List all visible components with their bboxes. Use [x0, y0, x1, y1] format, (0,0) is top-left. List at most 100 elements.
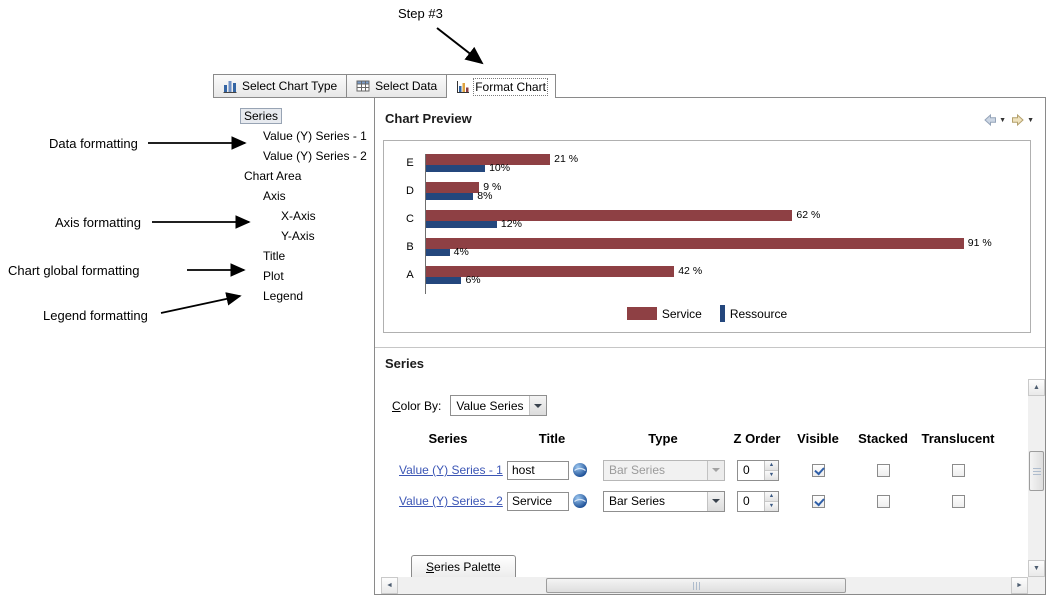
visible-checkbox[interactable] [811, 463, 825, 477]
series-table-row: Value (Y) Series - 2 Bar Series 0 ▲▼ [389, 488, 1001, 514]
bar-line: 12% [426, 219, 1017, 229]
annotation-chart-global-formatting: Chart global formatting [8, 263, 140, 278]
legend-swatch-service [626, 307, 657, 320]
chart-bar-ressource [426, 165, 486, 172]
select-data-icon [356, 79, 370, 93]
preview-navigation: ▼ ▼ [981, 111, 1035, 129]
horizontal-scrollbar-thumb[interactable] [546, 578, 846, 593]
tree-item-label: Plot [263, 269, 284, 283]
chart-bar-ressource [426, 193, 474, 200]
tree-item-chart-area[interactable]: Chart Area [213, 166, 374, 186]
column-header-visible: Visible [797, 431, 839, 446]
nav-back-button[interactable]: ▼ [981, 111, 1007, 129]
tab-select-data[interactable]: Select Data [346, 74, 447, 97]
z-order-spinner[interactable]: 0 ▲ ▼ [737, 490, 779, 512]
z-order-value: 0 [743, 463, 750, 477]
series-palette-label: Series Palette [426, 559, 501, 574]
stacked-checkbox[interactable] [876, 494, 890, 508]
chart-preview-area: E 21 % 10% D 9 % 8% C 62 % 12% B 91 % 4% A 42 % 6% Ser… [383, 140, 1031, 333]
tree-item-label: Y-Axis [281, 229, 315, 243]
stacked-checkbox[interactable] [876, 463, 890, 477]
scroll-down-button[interactable]: ▼ [1028, 560, 1045, 577]
series-type-combo[interactable]: Bar Series [603, 490, 725, 512]
tree-item-x-axis[interactable]: X-Axis [213, 206, 374, 226]
spinner-down-button[interactable]: ▼ [765, 469, 778, 480]
bar-value-label: 4% [453, 246, 469, 259]
thumb-grip [1032, 467, 1041, 475]
spinner-up-button[interactable]: ▲ [765, 491, 778, 501]
legend-item-service: Service [626, 307, 702, 321]
format-chart-icon [456, 80, 470, 94]
scroll-up-button[interactable]: ▲ [1028, 379, 1045, 396]
category-label: C [406, 213, 414, 225]
series-type-combo[interactable]: Bar Series [603, 459, 725, 481]
bar-value-label: 6% [465, 274, 481, 287]
annotation-axis-formatting: Axis formatting [55, 215, 141, 230]
tab-select-chart-type[interactable]: Select Chart Type [213, 74, 347, 97]
column-header-stacked: Stacked [858, 431, 908, 446]
bar-line: 4% [426, 246, 1017, 259]
z-order-spinner[interactable]: 0 ▲ ▼ [737, 459, 779, 481]
chart-bar-ressource [426, 221, 497, 228]
spinner-up-button[interactable]: ▲ [765, 460, 778, 470]
bar-value-label: 42 % [678, 265, 703, 278]
tree-item-label: Chart Area [244, 169, 302, 183]
series-table-row: Value (Y) Series - 1 Bar Series 0 ▲▼ [389, 457, 1001, 483]
vertical-scrollbar[interactable]: ▲ ▼ [1028, 379, 1045, 577]
translucent-checkbox[interactable] [951, 463, 965, 477]
expression-builder-icon[interactable] [571, 461, 589, 479]
forward-dropdown-caret: ▼ [1027, 116, 1034, 124]
chart-bar-ressource [426, 277, 462, 284]
series-type-value: Bar Series [609, 494, 666, 508]
tree-item-series[interactable]: Series [213, 106, 374, 126]
series-link[interactable]: Value (Y) Series - 1 [399, 463, 503, 477]
series-title-input[interactable] [507, 491, 569, 511]
visible-checkbox[interactable] [811, 494, 825, 508]
tree-item-legend[interactable]: Legend [213, 286, 374, 306]
nav-forward-button[interactable]: ▼ [1009, 111, 1035, 129]
scroll-right-button[interactable]: ► [1011, 577, 1028, 594]
category-label: D [406, 185, 414, 197]
horizontal-scrollbar[interactable]: ◄ ► [381, 577, 1028, 594]
spinner-down-button[interactable]: ▼ [765, 500, 778, 511]
column-header-z-order: Z Order [733, 431, 781, 446]
chart-category-row: A 42 % 6% [406, 265, 1017, 294]
tab-label: Select Chart Type [242, 79, 338, 93]
chevron-down-icon [707, 460, 724, 480]
chevron-down-icon [529, 396, 547, 415]
tree-item-plot[interactable]: Plot [213, 266, 374, 286]
tree-item-value-y-series-1[interactable]: Value (Y) Series - 1 [213, 126, 374, 146]
tree-item-title[interactable]: Title [213, 246, 374, 266]
color-by-combo[interactable]: Value Series [450, 395, 548, 416]
expression-builder-icon[interactable] [571, 492, 589, 510]
tree-item-axis[interactable]: Axis [213, 186, 374, 206]
bar-line: 62 % [426, 210, 1017, 221]
legend-label: Ressource [729, 306, 788, 321]
color-by-row: Color By: Value Series [392, 395, 548, 416]
tree-item-value-y-series-2[interactable]: Value (Y) Series - 2 [213, 146, 374, 166]
chart-legend: Service Ressource [384, 305, 1030, 322]
bar-line: 6% [426, 274, 1017, 287]
tree-item-label: Value (Y) Series - 2 [263, 149, 367, 163]
color-by-label: Color By: [392, 398, 442, 413]
translucent-checkbox[interactable] [951, 494, 965, 508]
tree-item-y-axis[interactable]: Y-Axis [213, 226, 374, 246]
format-tree: Series Value (Y) Series - 1 Value (Y) Seri… [213, 98, 375, 595]
series-link[interactable]: Value (Y) Series - 2 [399, 494, 503, 508]
tab-label: Format Chart [473, 77, 548, 96]
tab-bar: Select Chart Type Select Data Format Chart [213, 74, 556, 98]
tab-format-chart[interactable]: Format Chart [446, 74, 556, 98]
vertical-scrollbar-thumb[interactable] [1029, 451, 1044, 491]
scroll-left-button[interactable]: ◄ [381, 577, 398, 594]
chart-builder-dialog: Select Chart Type Select Data Format Chart… [213, 74, 1046, 595]
chart-type-icon [223, 79, 237, 93]
chart-preview-title: Chart Preview [385, 111, 472, 126]
series-title-input[interactable] [507, 460, 569, 480]
scrollbar-corner [1028, 577, 1045, 594]
chart-category-row: B 91 % 4% [406, 238, 1017, 266]
chart-category-row: C 62 % 12% [406, 210, 1017, 238]
chevron-down-icon [707, 491, 724, 511]
series-palette-tab[interactable]: Series Palette [411, 555, 516, 577]
format-chart-panel: Chart Preview ▼ ▼ E 21 % 10% D 9 % 8% C 62 % 12%… [375, 98, 1046, 595]
chart-bar-service [426, 154, 551, 165]
